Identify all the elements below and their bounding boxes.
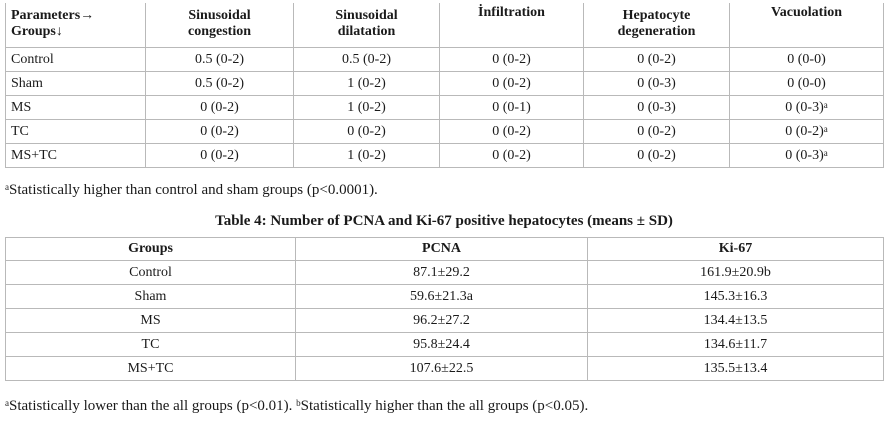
header-ki67: Ki-67 <box>587 237 884 261</box>
ki67-cell: 145.3±16.3 <box>587 284 884 309</box>
table-3-histopathology-scores: Parameters→ Groups↓ Sinusoidal congestion … <box>5 0 884 168</box>
value-cell: 1 (0-2) <box>293 95 440 120</box>
table-header-row: Groups PCNA Ki-67 <box>5 237 884 261</box>
value-cell: 0 (0-2) <box>583 119 730 144</box>
group-cell: TC <box>5 119 146 144</box>
value-cell: 0 (0-2) <box>439 71 584 96</box>
pcna-cell: 107.6±22.5 <box>295 356 588 381</box>
value-cell: 0 (0-3) <box>583 95 730 120</box>
pcna-cell: 59.6±21.3a <box>295 284 588 309</box>
table-row: Control 87.1±29.2 161.9±20.9b <box>5 260 884 285</box>
group-cell: MS+TC <box>5 143 146 168</box>
ki67-cell: 134.6±11.7 <box>587 332 884 357</box>
value-cell: 0 (0-1) <box>439 95 584 120</box>
header-pcna: PCNA <box>295 237 588 261</box>
table-header-row: Parameters→ Groups↓ Sinusoidal congestion … <box>5 0 884 48</box>
value-cell: 0 (0-2) <box>583 47 730 72</box>
header-groups: Groups <box>5 237 296 261</box>
group-cell: Control <box>5 260 296 285</box>
table-row: TC 95.8±24.4 134.6±11.7 <box>5 332 884 357</box>
header-vacuolation: Vacuolation <box>729 0 884 48</box>
value-cell: 0 (0-0) <box>729 47 884 72</box>
value-cell: 0 (0-2) <box>583 143 730 168</box>
value-cell: 0 (0-2) <box>439 143 584 168</box>
ki67-cell: 161.9±20.9b <box>587 260 884 285</box>
group-cell: Control <box>5 47 146 72</box>
page-top-edge <box>0 0 888 3</box>
value-cell: 0 (0-2) <box>145 143 294 168</box>
ki67-cell: 134.4±13.5 <box>587 308 884 333</box>
value-cell: 1 (0-2) <box>293 71 440 96</box>
table-row: Control 0.5 (0-2) 0.5 (0-2) 0 (0-2) 0 (0… <box>5 47 884 72</box>
ki67-cell: 135.5±13.4 <box>587 356 884 381</box>
value-cell: 0 (0-0) <box>729 71 884 96</box>
value-cell: 1 (0-2) <box>293 143 440 168</box>
table-3-footnote: aStatistically higher than control and s… <box>5 182 378 198</box>
value-cell: 0.5 (0-2) <box>293 47 440 72</box>
value-cell: 0.5 (0-2) <box>145 71 294 96</box>
pcna-cell: 95.8±24.4 <box>295 332 588 357</box>
table-row: MS 96.2±27.2 134.4±13.5 <box>5 308 884 333</box>
table-4-footnote: aStatistically lower than the all groups… <box>5 398 589 414</box>
table-row: MS 0 (0-2) 1 (0-2) 0 (0-1) 0 (0-3) 0 (0-… <box>5 95 884 120</box>
table-4-caption: Table 4: Number of PCNA and Ki-67 positi… <box>215 213 673 229</box>
value-cell: 0 (0-2) <box>439 47 584 72</box>
group-cell: Sham <box>5 284 296 309</box>
header-hepatocyte-degeneration: Hepatocyte degeneration <box>583 0 730 48</box>
pcna-cell: 96.2±27.2 <box>295 308 588 333</box>
table-row: MS+TC 0 (0-2) 1 (0-2) 0 (0-2) 0 (0-2) 0 … <box>5 143 884 168</box>
value-cell: 0 (0-3) <box>583 71 730 96</box>
value-cell: 0 (0-2) <box>145 95 294 120</box>
header-infiltration: İnfiltration <box>439 0 584 48</box>
value-cell: 0 (0-2) <box>293 119 440 144</box>
group-cell: MS <box>5 95 146 120</box>
group-cell: MS <box>5 308 296 333</box>
value-cell: 0 (0-3)a <box>729 143 884 168</box>
group-cell: MS+TC <box>5 356 296 381</box>
table-row: TC 0 (0-2) 0 (0-2) 0 (0-2) 0 (0-2) 0 (0-… <box>5 119 884 144</box>
value-cell: 0.5 (0-2) <box>145 47 294 72</box>
table-row: Sham 59.6±21.3a 145.3±16.3 <box>5 284 884 309</box>
value-cell: 0 (0-2)a <box>729 119 884 144</box>
table-row: Sham 0.5 (0-2) 1 (0-2) 0 (0-2) 0 (0-3) 0… <box>5 71 884 96</box>
header-sinusoidal-congestion: Sinusoidal congestion <box>145 0 294 48</box>
value-cell: 0 (0-2) <box>145 119 294 144</box>
header-parameters-groups: Parameters→ Groups↓ <box>5 0 146 48</box>
group-cell: Sham <box>5 71 146 96</box>
table-row: MS+TC 107.6±22.5 135.5±13.4 <box>5 356 884 381</box>
header-sinusoidal-dilatation: Sinusoidal dilatation <box>293 0 440 48</box>
value-cell: 0 (0-3)a <box>729 95 884 120</box>
group-cell: TC <box>5 332 296 357</box>
value-cell: 0 (0-2) <box>439 119 584 144</box>
pcna-cell: 87.1±29.2 <box>295 260 588 285</box>
table-4-positive-hepatocytes: Groups PCNA Ki-67 Control 87.1±29.2 161.… <box>5 237 884 381</box>
